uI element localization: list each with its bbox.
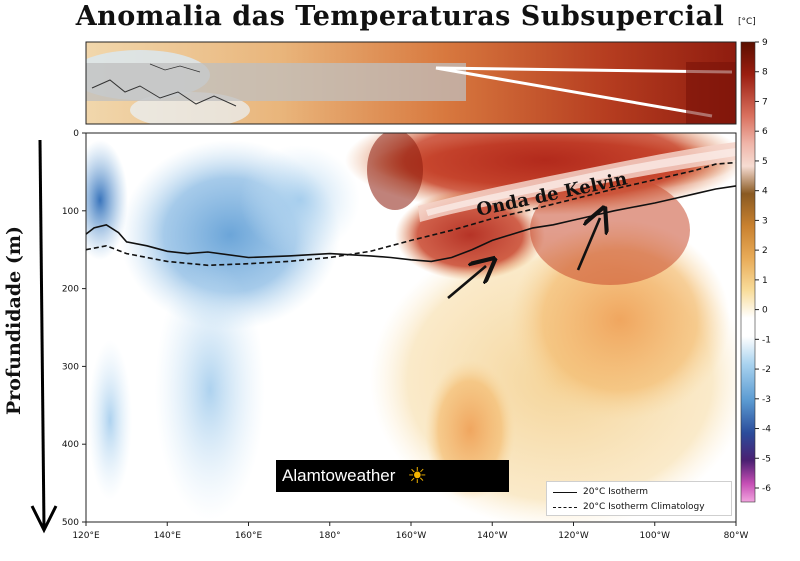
- watermark-badge: Alamtoweather ☀: [276, 460, 509, 492]
- colorbar-tick-label: 6: [762, 127, 768, 137]
- watermark-text: Alamtoweather: [282, 466, 396, 485]
- x-tick-label: 180°: [319, 531, 341, 541]
- x-tick-label: 160°W: [396, 531, 427, 541]
- cool-anomaly-4: [240, 145, 360, 255]
- cool-anomaly-1: [86, 140, 128, 260]
- y-tick-label: 400: [62, 440, 79, 450]
- colorbar-tick-label: 3: [762, 216, 768, 226]
- y-axis-ticks: 0 100 200 300 400 500: [62, 129, 86, 528]
- x-tick-label: 140°E: [154, 531, 182, 541]
- heatmap-field: [86, 133, 736, 522]
- legend-swatch-dashed: [553, 506, 577, 508]
- x-axis-ticks: 120°E 140°E 160°E 180° 160°W 140°W 120°W 100°W 8…: [72, 522, 749, 541]
- sun-icon: ☀: [407, 463, 428, 488]
- map-warm-core: [686, 62, 736, 124]
- y-tick-label: 300: [62, 362, 79, 372]
- annotation-arrow-1: [447, 266, 486, 299]
- y-tick-label: 500: [62, 518, 79, 528]
- map-panel: [86, 42, 736, 124]
- x-tick-label: 80°W: [724, 531, 749, 541]
- legend-swatch-solid: [553, 491, 577, 493]
- colorbar-tick-label: 8: [762, 68, 768, 78]
- colorbar-tick-label: -2: [762, 365, 771, 375]
- colorbar-tick-label: 1: [762, 276, 768, 286]
- colorbar-tick-label: 7: [762, 97, 768, 107]
- colorbar-tick-label: 5: [762, 157, 768, 167]
- y-tick-label: 0: [73, 129, 79, 139]
- chart-legend: 20°C Isotherm 20°C Isotherm Climatology: [546, 481, 732, 516]
- chart-title: Anomalia das Temperaturas Subsupercial: [75, 1, 725, 32]
- colorbar-tick-label: 4: [762, 187, 768, 197]
- map-highlight-wedge: [435, 66, 733, 118]
- colorbar-tick-label: -5: [762, 454, 771, 464]
- colorbar-tick-label: 0: [762, 306, 768, 316]
- colorbar-tick-label: -3: [762, 395, 771, 405]
- colorbar-ticks: 9 8 7 6 5 4 3 2 1 0 -1 -2 -3 -4 -5 -6: [755, 38, 771, 494]
- colorbar-tick-label: 2: [762, 246, 768, 256]
- legend-entry-isotherm: 20°C Isotherm: [553, 485, 648, 499]
- y-tick-label: 100: [62, 207, 79, 217]
- legend-label-isotherm: 20°C Isotherm: [583, 487, 649, 497]
- legend-label-climatology: 20°C Isotherm Climatology: [583, 502, 705, 512]
- annotation-arrow-2: [576, 218, 600, 271]
- x-tick-label: 140°W: [477, 531, 508, 541]
- legend-entry-climatology: 20°C Isotherm Climatology: [553, 500, 705, 514]
- depth-arrow-shaft: [38, 139, 46, 529]
- depth-arrow-head: [30, 505, 58, 534]
- x-tick-label: 120°E: [72, 531, 100, 541]
- y-tick-label: 200: [62, 285, 79, 295]
- cool-anomaly-5: [88, 340, 132, 500]
- x-tick-label: 120°W: [558, 531, 589, 541]
- colorbar-tick-label: -6: [762, 484, 771, 494]
- x-tick-label: 100°W: [639, 531, 670, 541]
- warm-anomaly-thermocline-2: [530, 175, 690, 285]
- map-coastline: [91, 79, 237, 107]
- warm-anomaly-core-west: [367, 133, 423, 210]
- cool-anomaly-3: [155, 260, 265, 520]
- colorbar-tick-label: -1: [762, 335, 771, 345]
- colorbar: [740, 41, 756, 503]
- colorbar-tick-label: -4: [762, 425, 771, 435]
- map-frame: [85, 41, 737, 125]
- y-axis-label: Profundidade (m): [3, 226, 25, 415]
- map-coastline-2: [149, 63, 201, 73]
- map-equatorial-band: [86, 63, 466, 101]
- colorbar-unit: [°C]: [738, 17, 756, 27]
- kelvin-wave-peak: [426, 148, 736, 216]
- series-line-climatology: [85, 161, 737, 267]
- colorbar-tick-label: 9: [762, 38, 768, 48]
- series-line-isotherm: [85, 185, 737, 263]
- isotherm-lines: [85, 161, 737, 267]
- x-tick-label: 160°E: [235, 531, 263, 541]
